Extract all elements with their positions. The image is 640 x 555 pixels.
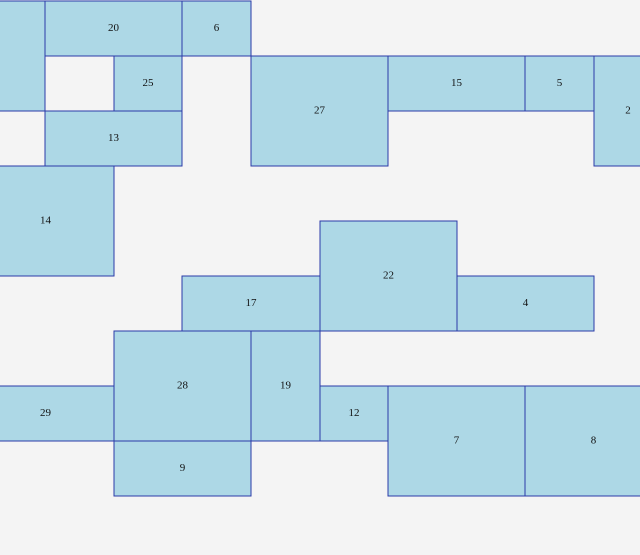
box bbox=[0, 385, 115, 442]
box bbox=[319, 220, 458, 332]
box-label: 12 bbox=[349, 407, 360, 419]
box bbox=[319, 385, 389, 442]
box bbox=[44, 0, 183, 57]
box bbox=[113, 440, 252, 497]
box bbox=[250, 55, 389, 167]
box bbox=[524, 385, 640, 497]
box-label: 20 bbox=[108, 22, 120, 34]
box-label: 9 bbox=[180, 462, 186, 474]
box bbox=[524, 55, 595, 112]
box bbox=[250, 330, 321, 442]
box bbox=[44, 110, 183, 167]
box-label: 2 bbox=[625, 105, 631, 117]
box bbox=[181, 0, 252, 57]
box-label: 7 bbox=[454, 435, 460, 447]
box-label: 4 bbox=[523, 297, 529, 309]
box-label: 6 bbox=[214, 22, 220, 34]
box-label: 29 bbox=[40, 407, 52, 419]
box bbox=[456, 275, 595, 332]
box bbox=[387, 385, 526, 497]
box-label: 28 bbox=[177, 380, 189, 392]
box-label: 8 bbox=[591, 435, 597, 447]
box-label: 19 bbox=[280, 380, 292, 392]
box bbox=[113, 55, 183, 112]
box bbox=[387, 55, 526, 112]
box bbox=[593, 55, 640, 167]
box-label: 5 bbox=[557, 77, 563, 89]
box-label: 27 bbox=[314, 105, 326, 117]
box bbox=[0, 0, 46, 112]
box-label: 22 bbox=[383, 270, 394, 282]
box-label: 25 bbox=[143, 77, 155, 89]
box-label: 13 bbox=[108, 132, 120, 144]
box-label: 15 bbox=[451, 77, 463, 89]
box-label: 17 bbox=[246, 297, 258, 309]
box-label: 14 bbox=[40, 215, 52, 227]
box bbox=[0, 165, 115, 277]
